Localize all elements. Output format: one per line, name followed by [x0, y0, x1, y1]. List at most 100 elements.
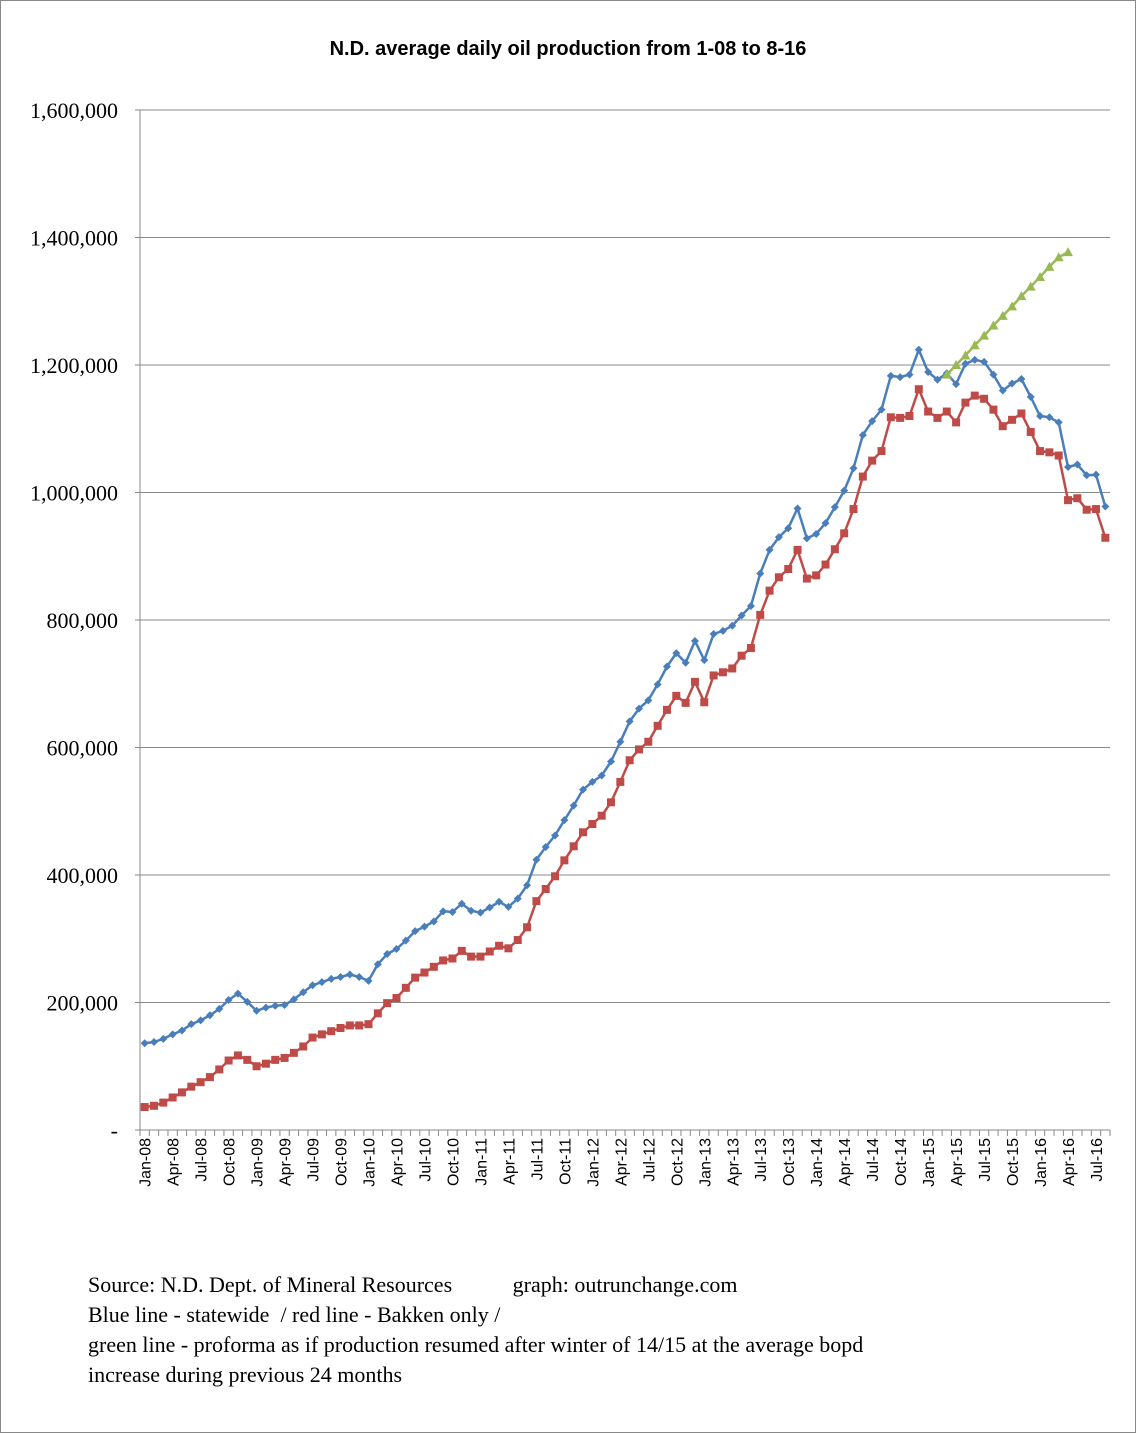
data-point-diamond [411, 927, 420, 936]
data-point-square [560, 856, 569, 865]
data-point-diamond [159, 1034, 168, 1043]
data-point-diamond [1101, 502, 1110, 511]
data-point-square [681, 698, 690, 707]
data-point-square [513, 936, 522, 945]
data-point-diamond [532, 855, 541, 864]
data-point-square [336, 1024, 345, 1032]
data-point-diamond [401, 936, 410, 945]
data-point-diamond [317, 978, 326, 987]
data-point-diamond [1054, 418, 1063, 427]
data-point-diamond [495, 897, 504, 906]
data-point-square [840, 529, 849, 538]
data-point-diamond [327, 974, 336, 983]
data-point-diamond [914, 345, 923, 354]
data-point-square [662, 705, 671, 714]
data-point-square [690, 677, 699, 686]
data-point-diamond [662, 662, 671, 671]
data-point-square [718, 668, 727, 677]
data-point-diamond [177, 1026, 186, 1035]
data-point-square [989, 405, 998, 414]
data-point-square [261, 1059, 270, 1068]
x-tick-label: Jul-08 [194, 1138, 211, 1182]
note-legend-green-cont: increase during previous 24 months [88, 1362, 403, 1387]
data-point-triangle [1025, 281, 1036, 291]
data-point-diamond [784, 524, 793, 533]
data-point-square [998, 422, 1007, 431]
data-point-square [504, 944, 513, 953]
data-point-diamond [1017, 375, 1026, 384]
data-point-diamond [504, 902, 513, 911]
data-point-square [616, 777, 625, 786]
data-point-diamond [429, 917, 438, 926]
data-point-diamond [1036, 412, 1045, 420]
data-point-square [588, 820, 597, 828]
data-point-square [737, 651, 746, 660]
data-point-diamond [607, 757, 616, 766]
data-point-triangle [1044, 261, 1055, 271]
data-point-diamond [998, 386, 1007, 395]
data-point-square [215, 1065, 224, 1074]
data-point-diamond [149, 1038, 158, 1047]
y-tick-label: 1,600,000 [30, 98, 118, 123]
data-point-square [401, 983, 410, 992]
data-point-diamond [299, 988, 308, 997]
data-point-diamond [793, 504, 802, 513]
data-point-diamond [280, 1001, 289, 1010]
data-point-square [625, 756, 634, 765]
data-point-diamond [168, 1030, 177, 1039]
data-point-square [205, 1073, 214, 1082]
data-point-diamond [271, 1001, 280, 1010]
data-point-square [383, 999, 392, 1008]
y-tick-label: 400,000 [47, 863, 119, 888]
data-point-diamond [746, 601, 755, 610]
data-point-diamond [289, 995, 298, 1004]
data-point-diamond [476, 908, 485, 917]
data-point-diamond [196, 1016, 205, 1025]
data-point-diamond [840, 486, 849, 495]
data-point-square [812, 571, 821, 580]
data-point-square [728, 664, 737, 673]
x-tick-label: Oct-13 [781, 1138, 798, 1186]
data-point-diamond [187, 1020, 196, 1029]
data-point-square [224, 1056, 233, 1065]
data-point-diamond [392, 944, 401, 953]
data-point-square [299, 1042, 308, 1051]
data-point-square [802, 574, 811, 583]
x-tick-label: Jul-11 [529, 1138, 546, 1180]
data-point-square [187, 1082, 196, 1091]
data-point-diamond [579, 785, 588, 794]
data-point-diamond [774, 533, 783, 542]
data-point-triangle [960, 350, 971, 360]
axes [135, 109, 1111, 1136]
data-point-diamond [383, 950, 392, 959]
data-point-square [252, 1062, 261, 1071]
data-point-diamond [364, 976, 373, 985]
data-point-square [1054, 451, 1063, 460]
data-point-square [317, 1030, 326, 1039]
data-point-square [523, 923, 532, 932]
data-point-square [1017, 409, 1026, 418]
data-point-diamond [896, 373, 905, 382]
data-point-square [597, 811, 606, 820]
data-point-diamond [765, 545, 774, 554]
x-tick-label: Oct-11 [557, 1138, 574, 1185]
data-point-square [467, 952, 476, 961]
data-point-diamond [877, 405, 886, 414]
data-point-square [1008, 415, 1017, 424]
data-point-diamond [261, 1003, 270, 1012]
data-point-triangle [997, 310, 1008, 320]
data-point-square [355, 1021, 364, 1030]
data-point-diamond [420, 922, 429, 931]
y-axis-tick-labels: - 200,000 400,000 600,000 800,000 1,000,000 1,… [30, 98, 118, 1143]
data-point-diamond [644, 696, 653, 705]
x-tick-label: Jul-12 [641, 1138, 658, 1182]
series-line [144, 348, 1107, 1045]
x-tick-label: Jan-13 [697, 1138, 714, 1187]
x-tick-label: Jul-10 [417, 1138, 434, 1182]
data-point-square [364, 1020, 373, 1029]
x-tick-label: Jul-14 [865, 1138, 882, 1182]
data-point-triangle [969, 340, 980, 350]
data-point-diamond [1073, 460, 1082, 469]
data-point-diamond [980, 357, 989, 366]
